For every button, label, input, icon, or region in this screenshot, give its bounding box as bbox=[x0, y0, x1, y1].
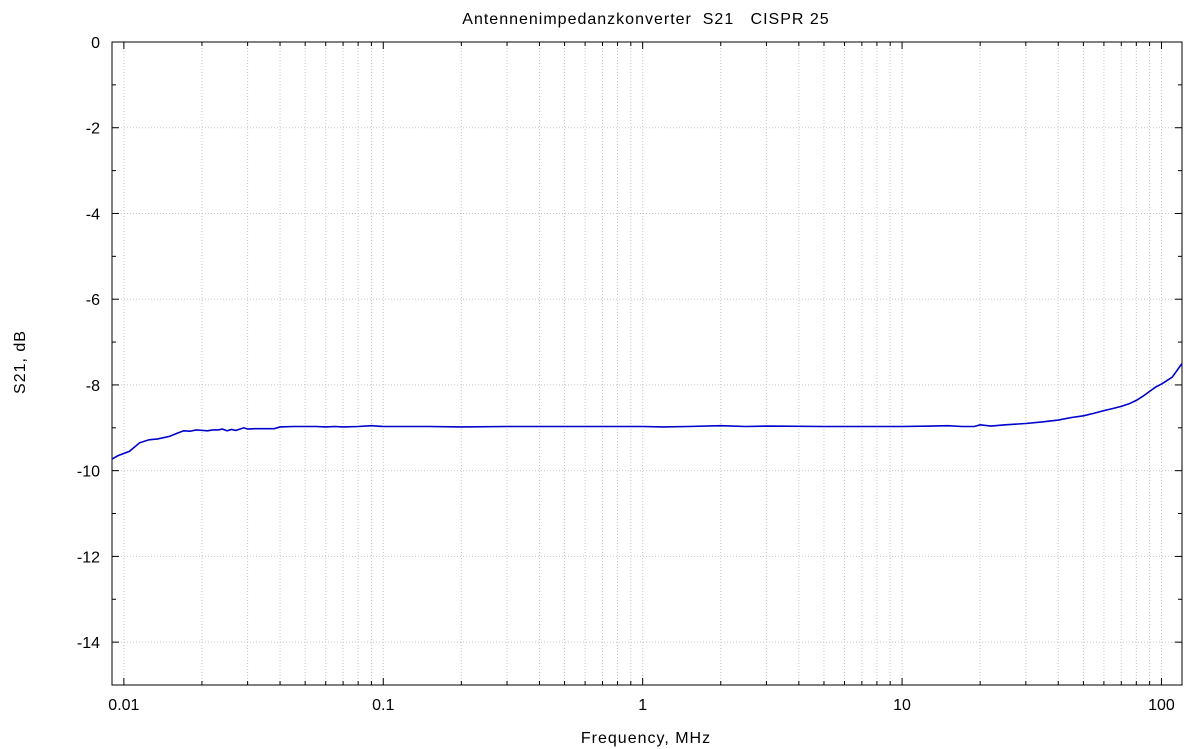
s21-series-line bbox=[111, 363, 1183, 460]
x-axis-label: Frequency, MHz bbox=[581, 730, 711, 747]
y-tick-labels: 0 -2 -4 -6 -8 -10 -12 -14 bbox=[77, 35, 100, 652]
y-tick-label: 0 bbox=[91, 35, 100, 52]
x-tick-label: 100 bbox=[1148, 697, 1175, 714]
x-tick-labels: 0.01 0.1 1 10 100 bbox=[108, 697, 1175, 714]
y-axis-label: S21, dB bbox=[12, 330, 29, 394]
y-tick-label: -12 bbox=[77, 549, 100, 566]
y-tick-label: -8 bbox=[86, 378, 100, 395]
x-tick-label: 1 bbox=[638, 697, 647, 714]
y-tick-label: -2 bbox=[86, 121, 100, 138]
chart-title: Antennenimpedanzkonverter S21 CISPR 25 bbox=[462, 11, 829, 28]
x-tick-label: 0.1 bbox=[372, 697, 394, 714]
grid-lines bbox=[111, 42, 1182, 685]
x-tick-label: 0.01 bbox=[108, 697, 139, 714]
y-tick-label: -6 bbox=[86, 292, 100, 309]
y-tick-label: -14 bbox=[77, 635, 100, 652]
axis-ticks bbox=[111, 41, 1182, 686]
x-tick-label: 10 bbox=[893, 697, 911, 714]
y-tick-label: -10 bbox=[77, 464, 100, 481]
y-tick-label: -4 bbox=[86, 206, 100, 223]
